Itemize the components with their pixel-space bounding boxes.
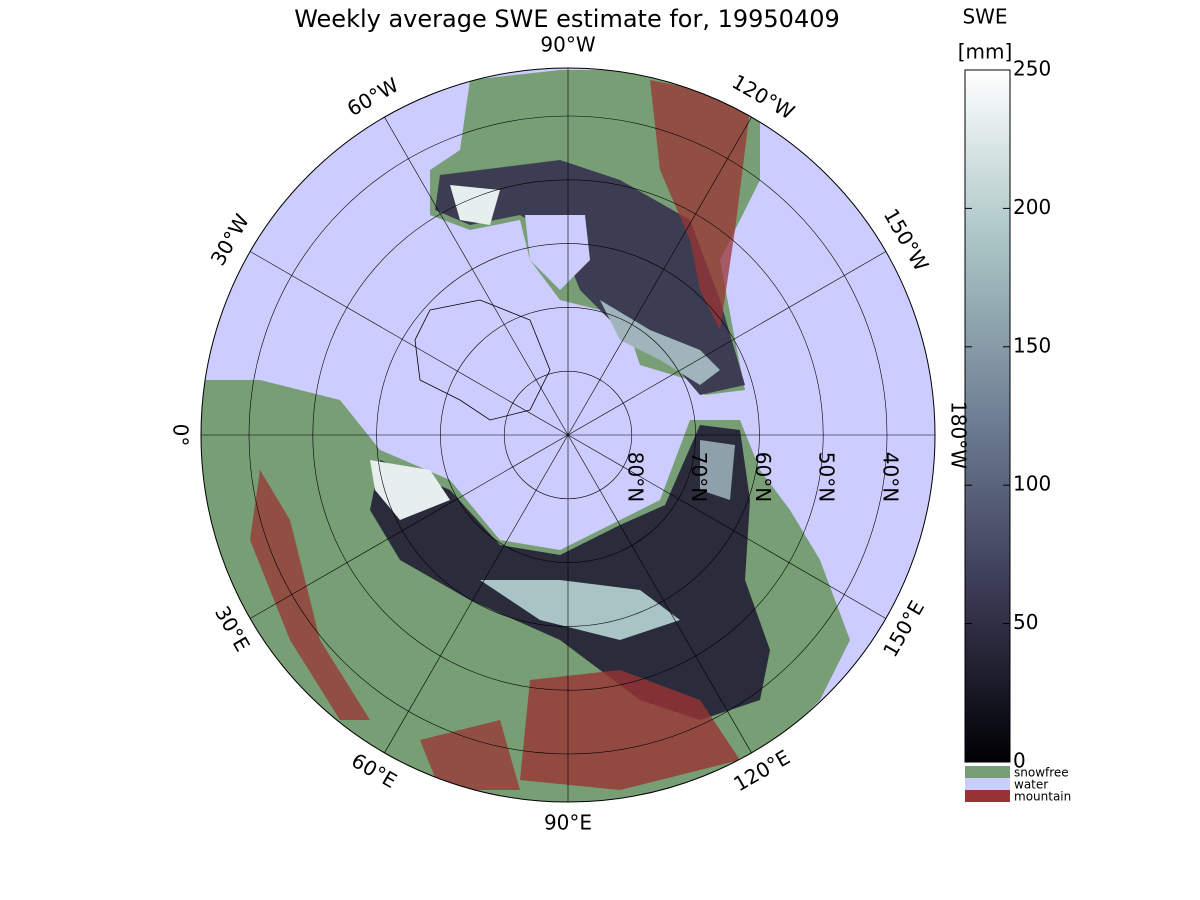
- legend-swatch: [965, 790, 1010, 802]
- meridian: [567, 434, 886, 619]
- latitude-label: 50°N: [815, 452, 839, 502]
- colorbar-tick-label: 150: [1013, 333, 1051, 357]
- meridian: [567, 434, 752, 753]
- colorbar-title: SWE: [962, 5, 1007, 29]
- latitude-label: 70°N: [687, 452, 711, 502]
- longitude-label: 90°W: [540, 33, 595, 57]
- colorbar-tick-label: 100: [1013, 472, 1051, 496]
- longitude-label: 90°E: [544, 811, 592, 835]
- title: Weekly average SWE estimate for, 1995040…: [294, 5, 840, 33]
- graticule: [201, 68, 935, 802]
- legend-label: snowfree: [1014, 766, 1069, 780]
- meridian: [384, 117, 569, 436]
- meridian: [567, 117, 752, 436]
- colorbar: [964, 69, 1011, 763]
- latitude-label: 80°N: [623, 452, 647, 502]
- longitude-label: 180°W: [947, 401, 971, 469]
- latitude-label: 60°N: [751, 452, 775, 502]
- longitude-label: 0°: [169, 424, 193, 447]
- colorbar-tick-label: 250: [1013, 57, 1051, 81]
- legend-swatch: [965, 778, 1010, 790]
- map-border: [200, 67, 936, 803]
- colorbar-tick-label: 200: [1013, 195, 1051, 219]
- colorbar-tick-label: 0: [1013, 749, 1026, 773]
- colorbar-unit: [mm]: [958, 40, 1013, 64]
- legend-label: water: [1014, 778, 1048, 792]
- map: [200, 67, 936, 803]
- meridian: [250, 251, 569, 436]
- meridian: [567, 251, 886, 436]
- colorbar-tick-label: 50: [1013, 610, 1038, 634]
- legend-label: mountain: [1014, 790, 1071, 804]
- latitude-label: 40°N: [879, 452, 903, 502]
- meridian: [384, 434, 569, 753]
- legend-swatch: [965, 766, 1010, 778]
- meridian: [250, 434, 569, 619]
